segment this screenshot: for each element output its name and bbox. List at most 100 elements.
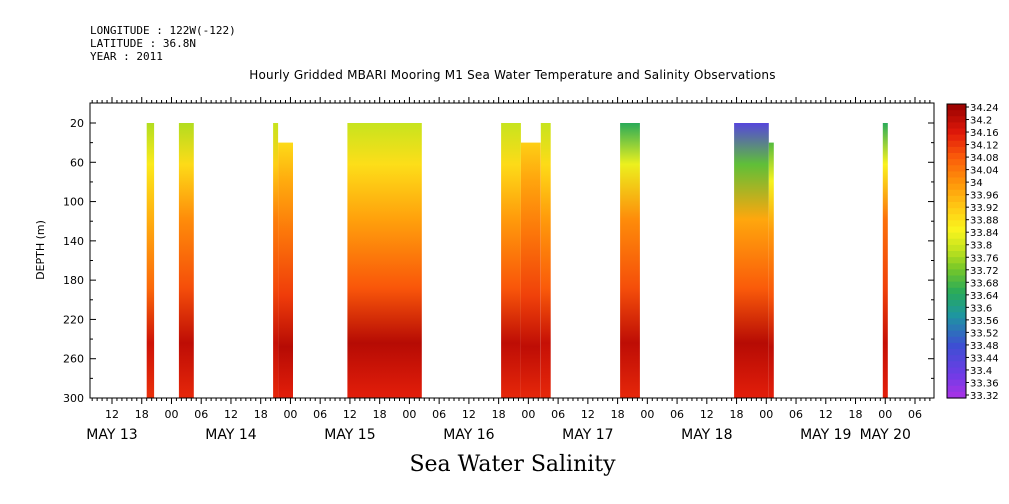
data-block <box>620 123 640 398</box>
colorbar-swatch <box>947 244 966 252</box>
x-tick-label: 00 <box>759 408 773 421</box>
colorbar-label: 33.76 <box>970 253 999 264</box>
x-tick-label: 12 <box>343 408 357 421</box>
colorbar-swatch <box>947 146 966 154</box>
colorbar-swatch <box>947 165 966 172</box>
x-tick-label: 06 <box>194 408 208 421</box>
colorbar-swatch <box>947 275 966 283</box>
x-tick-label: 12 <box>462 408 476 421</box>
colorbar-swatch <box>947 281 966 289</box>
colorbar-swatch <box>947 122 966 130</box>
chart-title: Hourly Gridded MBARI Mooring M1 Sea Wate… <box>0 68 1009 82</box>
colorbar-swatch <box>947 140 966 148</box>
colorbar-label: 33.32 <box>970 391 999 402</box>
y-tick-label: 220 <box>63 313 84 326</box>
colorbar-label: 33.4 <box>970 366 992 377</box>
colorbar-swatch <box>947 177 966 185</box>
colorbar-swatch <box>947 128 966 136</box>
x-day-label: MAY 17 <box>562 427 613 443</box>
year-label: YEAR : 2011 <box>90 50 163 63</box>
data-block <box>273 123 279 398</box>
x-tick-label: 06 <box>908 408 922 421</box>
plot-frame <box>89 102 935 399</box>
colorbar-swatch <box>947 324 966 332</box>
colorbar-swatch <box>947 330 966 338</box>
colorbar-label: 34.08 <box>970 153 999 164</box>
axes: 12 18 00 06 12 18 00 06 12 18 00 06 12 18 00 06 12 18 00 06… <box>34 97 935 443</box>
data-block <box>178 123 194 398</box>
colorbar-swatch <box>947 336 966 344</box>
colorbar-swatch <box>947 379 966 387</box>
colorbar-swatch <box>947 367 966 375</box>
x-day-label: MAY 16 <box>443 427 494 443</box>
x-tick-label: 00 <box>878 408 892 421</box>
colorbar-swatch <box>947 153 966 160</box>
colorbar-label: 33.68 <box>970 278 999 289</box>
colorbar-label: 34.16 <box>970 128 999 139</box>
colorbar-swatch <box>947 251 966 258</box>
chart-title-text: Hourly Gridded MBARI Mooring M1 Sea Wate… <box>249 68 776 82</box>
x-tick-label: 18 <box>849 408 863 421</box>
x-tick-label: 12 <box>105 408 119 421</box>
x-tick-label: 18 <box>373 408 387 421</box>
data-block <box>146 123 155 398</box>
x-tick-label: 06 <box>670 408 684 421</box>
colorbar-swatch <box>947 361 966 368</box>
y-tick-label: 100 <box>63 196 84 209</box>
colorbar-swatch <box>947 287 966 295</box>
colorbar-label: 34 <box>970 178 983 189</box>
data-block <box>347 123 422 398</box>
x-tick-label: 18 <box>135 408 149 421</box>
colorbar-swatch <box>947 342 966 350</box>
colorbar-swatch <box>947 226 966 234</box>
colorbar-swatch <box>947 202 966 209</box>
colorbar-label: 34.12 <box>970 141 999 152</box>
x-tick-label: 06 <box>551 408 565 421</box>
x-day-label: MAY 14 <box>205 427 256 443</box>
colorbar-label: 33.8 <box>970 241 992 252</box>
colorbar-label: 33.44 <box>970 353 999 364</box>
longitude-label: LONGITUDE : 122W(-122) <box>90 24 236 37</box>
colorbar-swatch <box>947 214 966 221</box>
y-tick-label: 20 <box>70 117 84 130</box>
colorbar-swatch <box>947 312 966 319</box>
x-tick-label: 18 <box>611 408 625 421</box>
y-tick-label: 140 <box>63 235 84 248</box>
x-day-label: MAY 18 <box>681 427 732 443</box>
x-tick-label: 18 <box>730 408 744 421</box>
colorbar-swatch <box>947 269 966 277</box>
colorbar-swatch <box>947 208 966 215</box>
colorbar-swatch <box>947 257 966 264</box>
x-day-label: MAY 20 <box>860 427 911 443</box>
metadata-block: LONGITUDE : 122W(-122) LATITUDE : 36.8N … <box>90 24 236 63</box>
colorbar-swatch <box>947 300 966 307</box>
data-block <box>501 123 521 398</box>
colorbar-label: 33.72 <box>970 266 999 277</box>
x-tick-label: 06 <box>313 408 327 421</box>
data-block <box>278 142 293 398</box>
colorbar-swatch <box>947 220 966 228</box>
colorbar-swatch <box>947 263 966 270</box>
colorbar-label: 33.64 <box>970 291 999 302</box>
colorbar-swatch <box>947 391 966 399</box>
colorbar-label: 33.6 <box>970 303 992 314</box>
colorbar-label: 33.52 <box>970 328 999 339</box>
x-day-label: MAY 19 <box>800 427 851 443</box>
colorbar-swatch <box>947 349 966 356</box>
colorbar-swatch <box>947 110 966 117</box>
x-tick-label: 00 <box>402 408 416 421</box>
colorbar-swatch <box>947 189 966 197</box>
x-tick-label: 00 <box>640 408 654 421</box>
colorbar-label: 33.96 <box>970 191 999 202</box>
y-tick-label: 180 <box>63 274 84 287</box>
y-tick-label: 300 <box>63 392 84 405</box>
colorbar-swatch <box>947 318 966 326</box>
data-block <box>520 142 541 398</box>
plot-area <box>146 123 888 398</box>
x-tick-label: 06 <box>789 408 803 421</box>
data-block <box>768 142 774 398</box>
variable-title-text: Sea Water Salinity <box>409 452 616 477</box>
data-block <box>734 123 769 398</box>
x-tick-label: 12 <box>224 408 238 421</box>
